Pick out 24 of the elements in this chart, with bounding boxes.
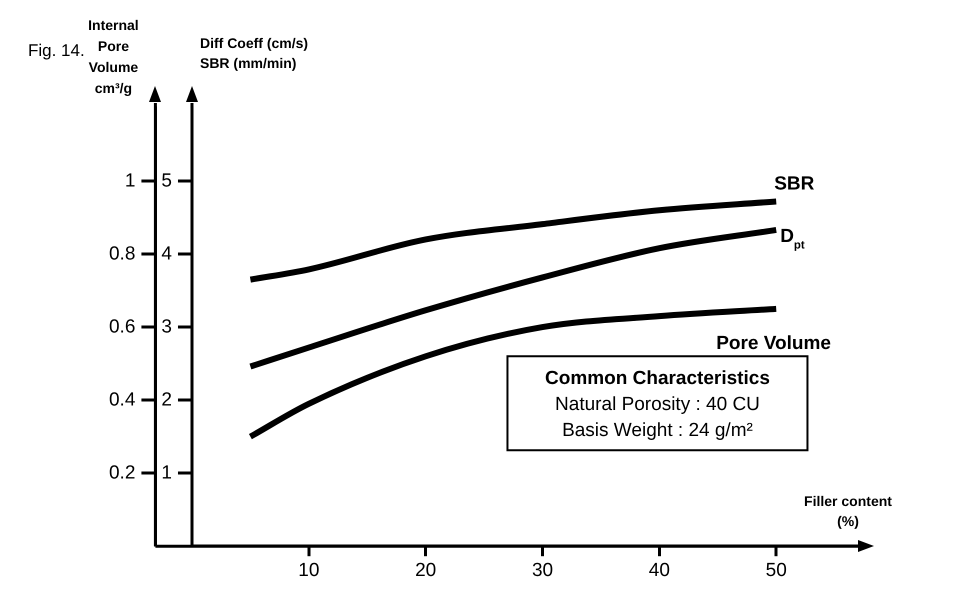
y2-axis-title: Diff Coeff (cm/s) SBR (mm/min) bbox=[200, 35, 308, 71]
y-tick-label: 0.4 bbox=[108, 389, 136, 410]
x-tick-label: 10 bbox=[298, 560, 320, 581]
y2-tick-label: 2 bbox=[161, 389, 172, 410]
y2-tick-label: 5 bbox=[161, 170, 172, 192]
y-tick-label: 1 bbox=[124, 170, 136, 192]
series-label: SBR bbox=[774, 173, 815, 194]
x-axis-title: Filler content (%) bbox=[804, 493, 892, 530]
y-tick-label: 0.6 bbox=[108, 316, 136, 338]
annotation: Natural Porosity : 40 CU bbox=[555, 394, 760, 416]
x-tick-label: 40 bbox=[648, 560, 670, 581]
y2-tick-label: 1 bbox=[161, 462, 172, 484]
y2-tick-label: 4 bbox=[161, 243, 172, 264]
y2-tick-label: 3 bbox=[161, 316, 172, 338]
x-tick-label: 30 bbox=[532, 560, 554, 581]
y-tick-label: 0.8 bbox=[108, 243, 136, 264]
annotation: Common Characteristics bbox=[545, 368, 770, 390]
series-label: Pore Volume bbox=[716, 332, 831, 354]
x-tick-label: 50 bbox=[766, 560, 787, 581]
chart-title: Fig. 14. bbox=[28, 41, 85, 60]
y-axis-title: Internal Pore Volume cm³/g bbox=[88, 17, 139, 96]
x-tick-label: 20 bbox=[415, 560, 436, 581]
annotation: Basis Weight : 24 g/m² bbox=[562, 420, 753, 442]
y-tick-label: 0.2 bbox=[108, 462, 136, 484]
